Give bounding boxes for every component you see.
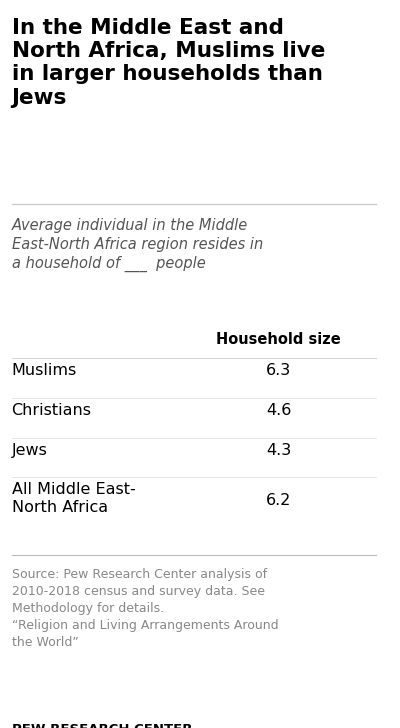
Text: Source: Pew Research Center analysis of
2010-2018 census and survey data. See
Me: Source: Pew Research Center analysis of … <box>12 568 278 649</box>
Text: Average individual in the Middle
East-North Africa region resides in
a household: Average individual in the Middle East-No… <box>12 218 263 272</box>
Text: In the Middle East and
North Africa, Muslims live
in larger households than
Jews: In the Middle East and North Africa, Mus… <box>12 18 325 108</box>
Text: All Middle East-
North Africa: All Middle East- North Africa <box>12 483 135 515</box>
Text: PEW RESEARCH CENTER: PEW RESEARCH CENTER <box>12 724 192 728</box>
Text: Jews: Jews <box>12 443 48 457</box>
Text: 4.6: 4.6 <box>266 403 292 418</box>
Text: 6.3: 6.3 <box>266 363 292 378</box>
Text: 6.2: 6.2 <box>266 493 292 508</box>
Text: 4.3: 4.3 <box>266 443 292 457</box>
Text: Christians: Christians <box>12 403 92 418</box>
Text: Household size: Household size <box>216 331 341 347</box>
Text: Muslims: Muslims <box>12 363 77 378</box>
